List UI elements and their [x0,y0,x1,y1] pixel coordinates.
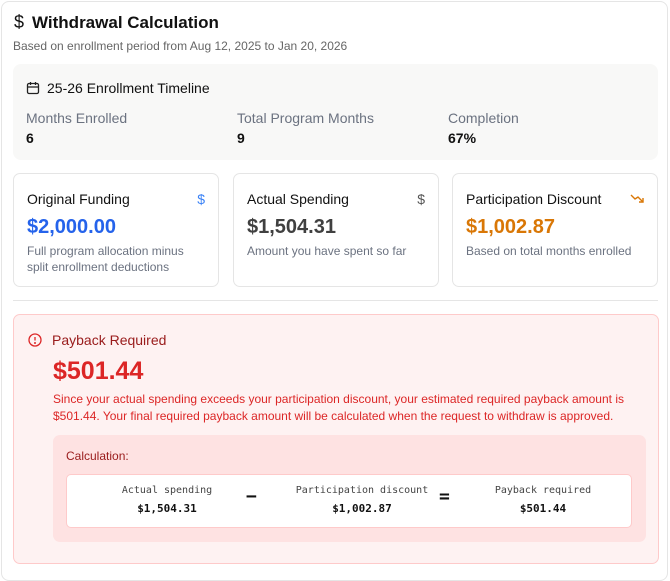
timeline-title: 25-26 Enrollment Timeline [47,80,210,96]
card-description: Based on total months enrolled [466,244,632,258]
original-funding-card: Original Funding $ $2,000.00 Full program… [13,173,219,287]
minus-sign: − [246,486,257,507]
participation-discount-card: Participation Discount $1,002.87 Based o… [452,173,658,287]
calculation-equation: Actual spending $1,504.31 − Participation… [66,474,632,528]
card-description: Full program allocation minus split enro… [27,244,184,274]
stat-value: 67% [448,130,477,146]
equals-sign: = [439,486,450,507]
stat-label: Completion [448,110,519,126]
calc-participation-discount: Participation discount $1,002.87 [262,485,462,515]
calc-label: Actual spending [121,485,213,496]
stat-months-enrolled: Months Enrolled 6 [26,110,127,146]
payback-message: Since your actual spending exceeds your … [53,392,624,423]
card-amount: $1,002.87 [466,216,555,238]
card-title: Participation Discount [466,191,602,207]
stat-label: Total Program Months [237,110,374,126]
stat-completion: Completion 67% [448,110,519,146]
payback-amount: $501.44 [53,357,144,385]
actual-spending-card: Actual Spending $ $1,504.31 Amount you ha… [233,173,439,287]
payback-required-alert: Payback Required $501.44 Since your actu… [13,314,659,564]
stat-label: Months Enrolled [26,110,128,126]
calculation-box: Calculation: Actual spending $1,504.31 − … [53,435,646,542]
calc-value: $1,504.31 [137,502,197,515]
header: $ Withdrawal Calculation [14,12,219,33]
calc-value: $1,002.87 [332,502,392,515]
stat-value: 6 [26,130,34,146]
trending-down-icon [630,194,644,203]
divider [13,300,658,301]
info-icon [28,333,42,347]
payback-title: Payback Required [52,332,167,348]
calc-payback-required: Payback required $501.44 [443,485,643,515]
dollar-icon: $ [417,191,425,207]
calc-actual-spending: Actual spending $1,504.31 [67,485,267,515]
calc-label: Payback required [494,485,592,496]
card-title: Original Funding [27,191,130,207]
calc-value: $501.44 [519,502,567,515]
card-description: Amount you have spent so far [247,244,407,258]
calculation-label: Calculation: [66,449,129,463]
calendar-icon [26,82,40,95]
calc-label: Participation discount [295,485,429,496]
stat-total-program-months: Total Program Months 9 [237,110,374,146]
stat-value: 9 [237,130,245,146]
subtitle: Based on enrollment period from Aug 12, … [13,39,348,53]
dollar-icon: $ [197,191,205,207]
card-title: Actual Spending [247,191,349,207]
dollar-icon: $ [14,12,25,32]
card-amount: $1,504.31 [247,216,336,238]
card-amount: $2,000.00 [27,216,116,238]
page-title: Withdrawal Calculation [32,12,219,32]
enrollment-timeline: 25-26 Enrollment Timeline Months Enrolle… [13,64,658,160]
